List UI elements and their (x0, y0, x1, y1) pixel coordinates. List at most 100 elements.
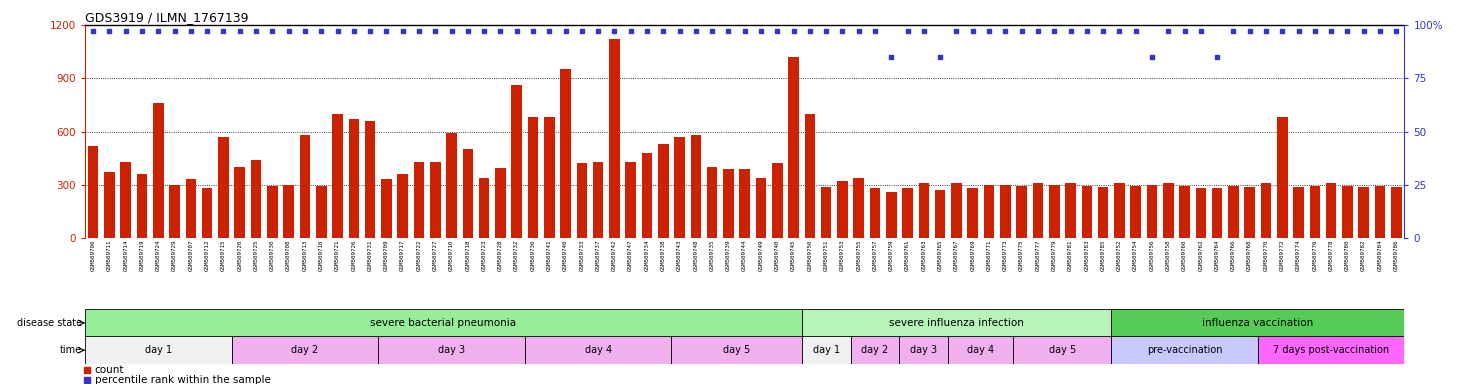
Bar (1032, 183, 1044, 238)
Text: GDS3919 / ILMN_1767139: GDS3919 / ILMN_1767139 (85, 11, 249, 24)
Text: GSM509747: GSM509747 (629, 240, 633, 271)
Bar (136, 174, 147, 238)
Text: GSM509714: GSM509714 (123, 240, 128, 271)
Text: GSM509741: GSM509741 (547, 240, 551, 271)
Text: GSM509766: GSM509766 (1231, 240, 1236, 271)
Bar (1163, 183, 1173, 238)
Bar (919, 183, 929, 238)
Text: GSM509736: GSM509736 (531, 240, 535, 271)
Bar (463, 149, 474, 238)
Bar (1261, 183, 1271, 238)
Bar (202, 188, 213, 238)
Bar (1293, 187, 1303, 238)
Text: GSM509712: GSM509712 (205, 240, 210, 271)
Bar (900, 336, 949, 364)
Bar (802, 309, 1111, 337)
Bar (496, 168, 506, 238)
Text: influenza vaccination: influenza vaccination (1202, 318, 1314, 328)
Text: GSM509723: GSM509723 (482, 240, 487, 271)
Bar (235, 167, 245, 238)
Bar (671, 336, 802, 364)
Bar (299, 135, 311, 238)
Text: GSM509760: GSM509760 (1182, 240, 1187, 271)
Bar (1130, 186, 1141, 238)
Text: GSM509778: GSM509778 (1328, 240, 1334, 271)
Text: GSM509726: GSM509726 (352, 240, 356, 271)
Text: count: count (95, 365, 125, 375)
Bar (85, 336, 232, 364)
Bar (576, 164, 586, 238)
Bar (1098, 187, 1108, 238)
Text: GSM509785: GSM509785 (1101, 240, 1105, 271)
Text: GSM509769: GSM509769 (970, 240, 975, 271)
Text: day 5: day 5 (1048, 345, 1076, 355)
Text: GSM509735: GSM509735 (710, 240, 714, 271)
Bar (805, 114, 815, 238)
Text: GSM509770: GSM509770 (1264, 240, 1268, 271)
Text: GSM509706: GSM509706 (91, 240, 95, 271)
Text: GSM509758: GSM509758 (1165, 240, 1171, 271)
Text: GSM509786: GSM509786 (1394, 240, 1399, 271)
Bar (479, 178, 490, 238)
Bar (267, 186, 277, 238)
Text: GSM509743: GSM509743 (677, 240, 682, 271)
Text: day 5: day 5 (723, 345, 751, 355)
Text: GSM509761: GSM509761 (905, 240, 910, 271)
Bar (853, 178, 863, 238)
Bar (378, 336, 525, 364)
Bar (560, 70, 570, 238)
Text: GSM509784: GSM509784 (1378, 240, 1382, 271)
Text: GSM509764: GSM509764 (1215, 240, 1220, 271)
Bar (186, 179, 196, 238)
Bar (1359, 187, 1369, 238)
Bar (837, 181, 847, 238)
Bar (283, 185, 293, 238)
Bar (949, 336, 1013, 364)
Bar (885, 192, 897, 238)
Text: percentile rank within the sample: percentile rank within the sample (95, 375, 271, 384)
Text: GSM509737: GSM509737 (595, 240, 601, 271)
Text: GSM509767: GSM509767 (954, 240, 959, 271)
Bar (1111, 309, 1404, 337)
Bar (169, 185, 180, 238)
Text: day 3: day 3 (910, 345, 937, 355)
Text: GSM509727: GSM509727 (432, 240, 438, 271)
Bar (544, 118, 554, 238)
Bar (1111, 336, 1258, 364)
Text: GSM509752: GSM509752 (1117, 240, 1121, 271)
Bar (723, 169, 733, 238)
Bar (674, 137, 685, 238)
Text: GSM509755: GSM509755 (856, 240, 861, 271)
Text: day 1: day 1 (145, 345, 172, 355)
Bar (1245, 187, 1255, 238)
Text: GSM509763: GSM509763 (922, 240, 927, 271)
Bar (1179, 186, 1190, 238)
Text: GSM509711: GSM509711 (107, 240, 111, 271)
Bar (773, 164, 783, 238)
Bar (869, 188, 880, 238)
Bar (802, 336, 850, 364)
Text: GSM509749: GSM509749 (758, 240, 764, 271)
Text: GSM509728: GSM509728 (498, 240, 503, 271)
Bar (1277, 118, 1287, 238)
Text: GSM509779: GSM509779 (1051, 240, 1057, 271)
Bar (690, 135, 701, 238)
Bar (232, 336, 378, 364)
Text: GSM509782: GSM509782 (1362, 240, 1366, 271)
Text: GSM509756: GSM509756 (1149, 240, 1154, 271)
Bar (413, 162, 424, 238)
Text: GSM509748: GSM509748 (693, 240, 698, 271)
Text: severe influenza infection: severe influenza infection (888, 318, 1023, 328)
Text: GSM509717: GSM509717 (400, 240, 405, 271)
Text: GSM509718: GSM509718 (465, 240, 471, 271)
Bar (1000, 185, 1010, 238)
Bar (1066, 183, 1076, 238)
Bar (1375, 186, 1385, 238)
Text: GSM509733: GSM509733 (579, 240, 585, 271)
Bar (1341, 186, 1353, 238)
Text: GSM509774: GSM509774 (1296, 240, 1300, 271)
Bar (251, 160, 261, 238)
Text: severe bacterial pneumonia: severe bacterial pneumonia (371, 318, 516, 328)
Bar (1309, 186, 1319, 238)
Bar (1016, 186, 1026, 238)
